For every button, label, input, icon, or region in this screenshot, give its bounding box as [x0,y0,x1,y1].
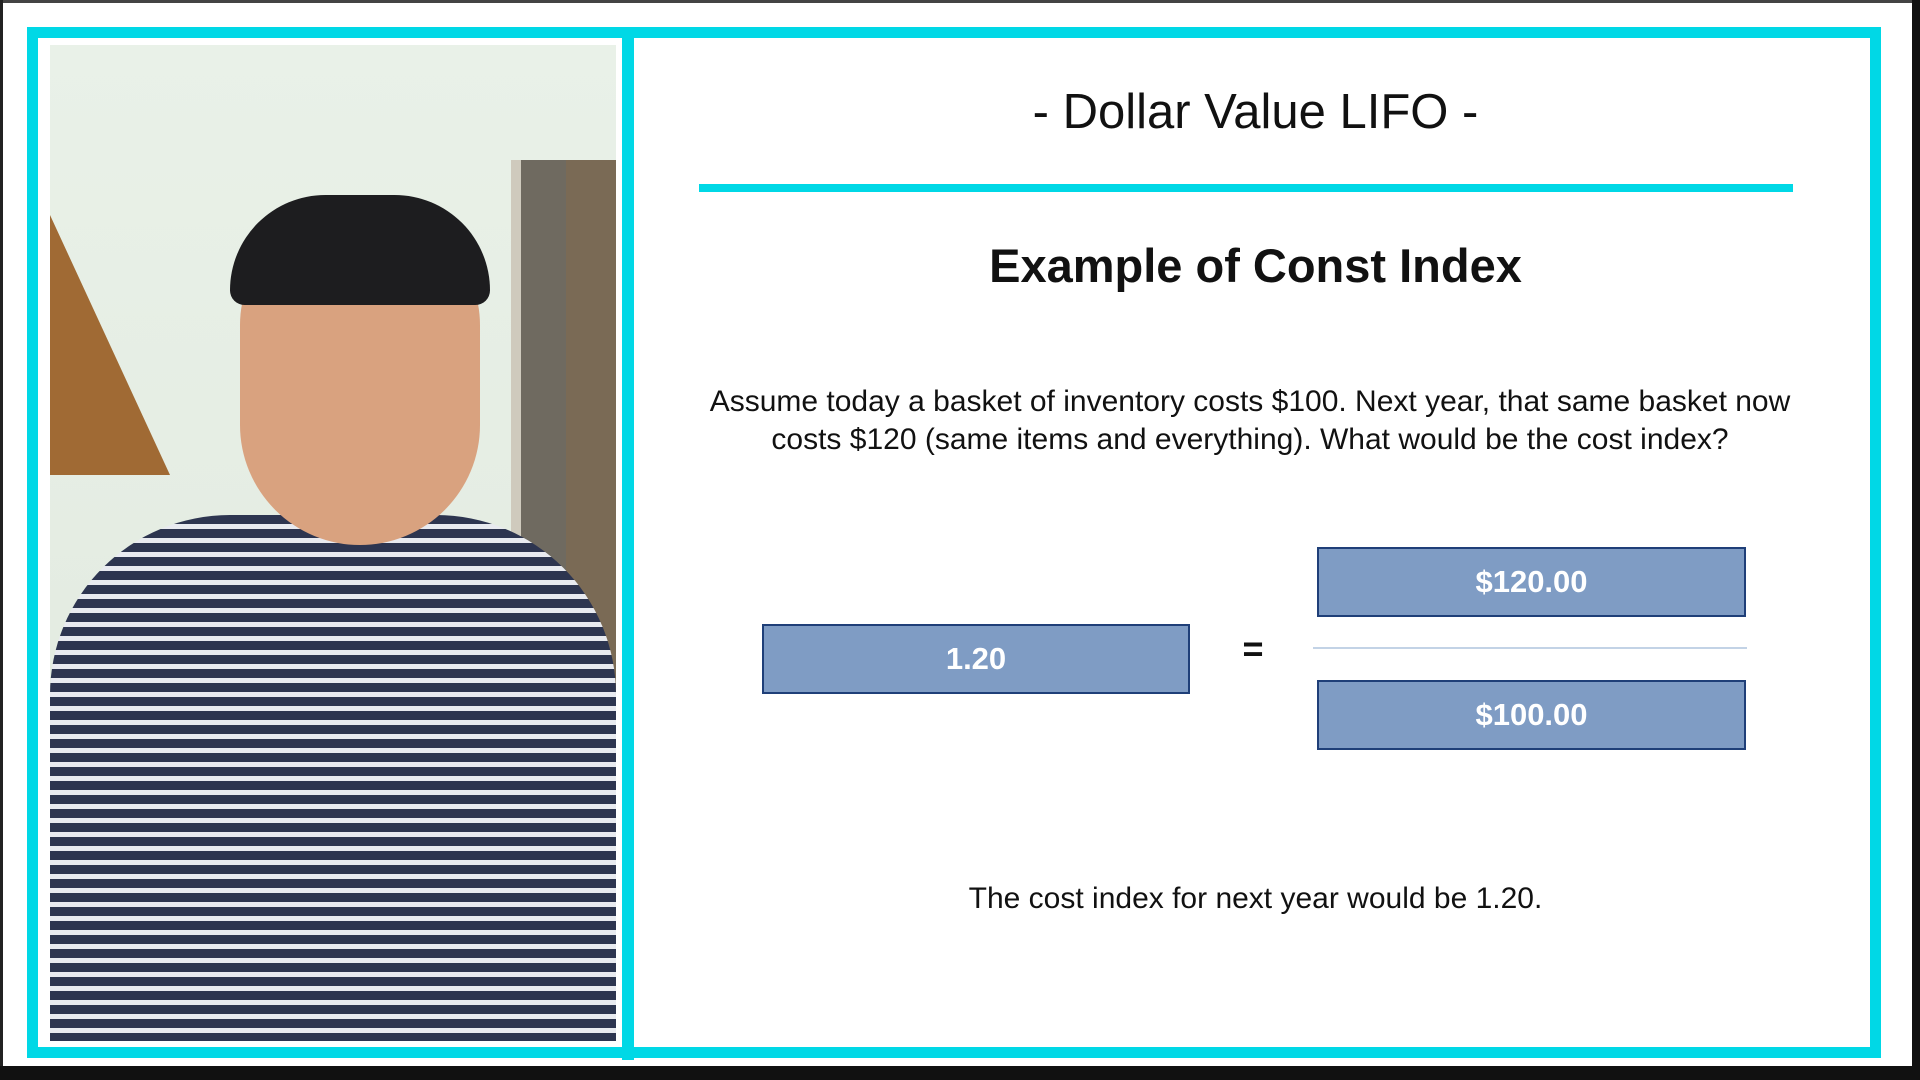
equals-sign: = [1242,628,1264,669]
question-text: Assume today a basket of inventory costs… [709,385,1791,456]
numerator-box: $120.00 [1317,547,1746,617]
denominator-box: $100.00 [1317,680,1746,750]
result-box: 1.20 [762,624,1190,694]
wall-shelf [50,215,170,475]
screen-edge [0,1066,1920,1080]
fraction-line [1313,647,1747,649]
screen-edge [0,0,3,1080]
presenter-hair [230,195,490,305]
presenter-video [50,45,616,1041]
conclusion-text: The cost index for next year would be 1.… [968,882,1543,915]
screen-edge [1912,0,1920,1080]
screen-edge [0,0,1920,3]
slide-heading: Example of Const Index [989,239,1522,292]
frame-divider [622,27,634,1060]
title-underline [699,184,1793,192]
presenter-shirt [50,515,616,1041]
slide-title: - Dollar Value LIFO - [1032,85,1479,139]
